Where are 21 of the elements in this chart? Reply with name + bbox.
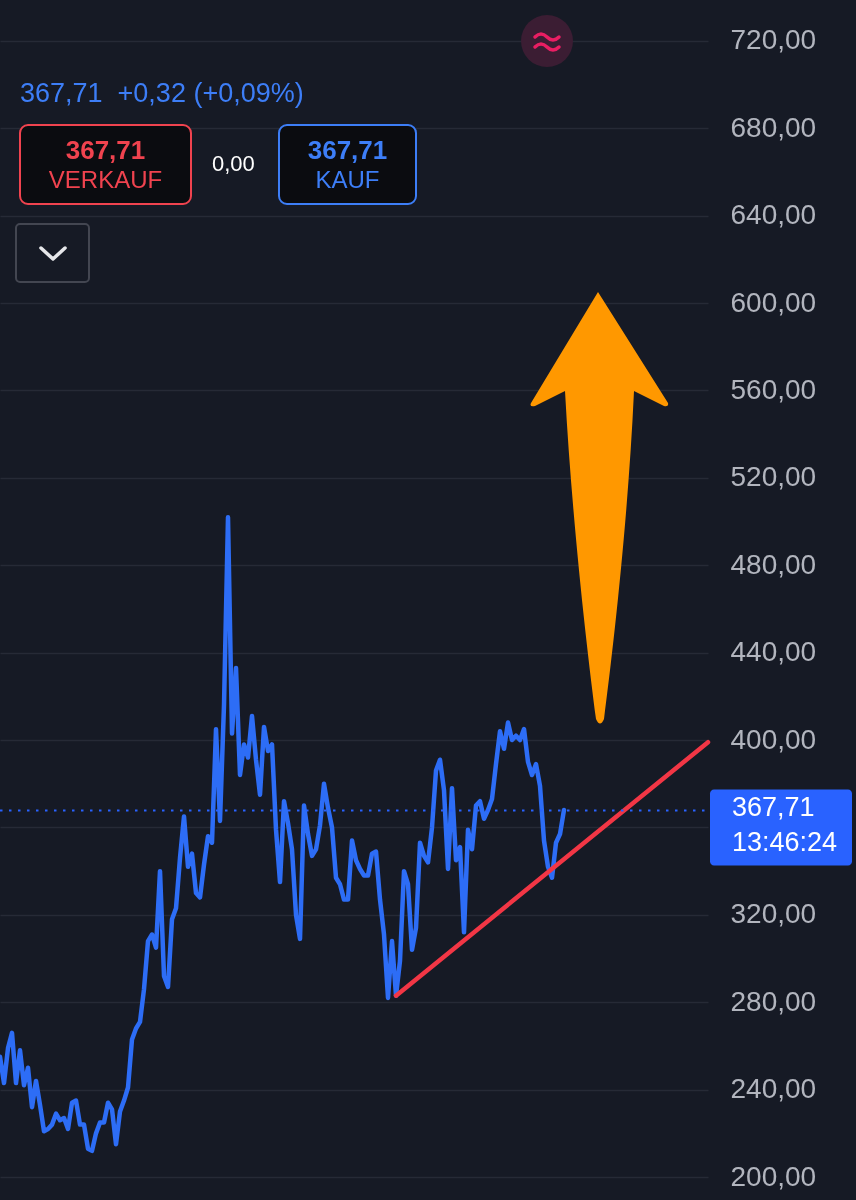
annotation: KAUF <box>315 165 380 194</box>
annotation: 367,71 <box>65 134 146 166</box>
y-tick-label: 280,00 <box>730 985 817 1017</box>
y-tick-label: 720,00 <box>730 24 817 56</box>
y-tick-label: 480,00 <box>730 548 817 580</box>
y-tick-label: 640,00 <box>730 199 817 231</box>
annotation: 367,71 <box>307 134 388 166</box>
y-tick-label: 560,00 <box>730 373 817 405</box>
text: 13:46:24 <box>732 826 838 857</box>
text: 367,71 +0,32 (+0,09%) <box>20 77 304 110</box>
y-tick-label: 200,00 <box>730 1160 817 1192</box>
y-tick-label: 240,00 <box>730 1073 817 1105</box>
y-tick-label: 600,00 <box>730 286 817 318</box>
y-tick-label: 520,00 <box>730 461 817 493</box>
y-tick-label: 400,00 <box>730 723 817 755</box>
annotation: VERKAUF <box>48 165 163 194</box>
ref-line-label: 367,71 <box>732 791 815 822</box>
y-tick-label: 320,00 <box>730 898 817 930</box>
y-tick-label: 680,00 <box>730 111 817 143</box>
y-tick-label: 440,00 <box>730 636 817 668</box>
annotation: 0,00 <box>212 151 255 177</box>
